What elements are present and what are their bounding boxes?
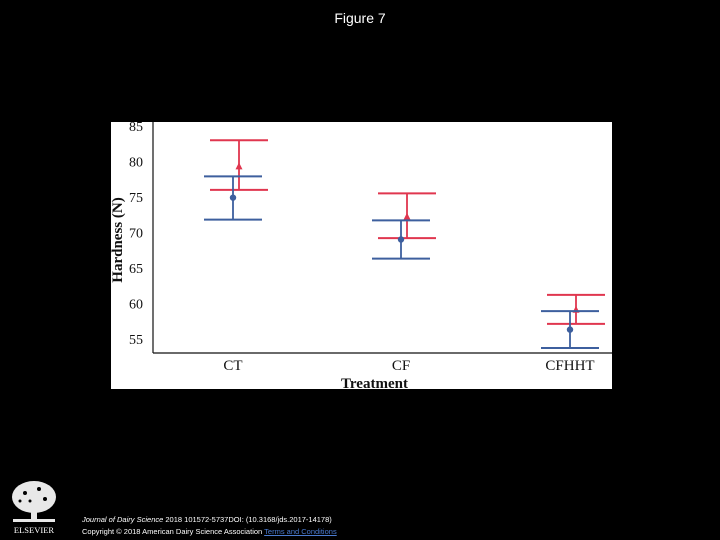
slide-title: Figure 7 [334, 10, 386, 26]
x-tick-label: CF [392, 358, 410, 374]
citation-line: Journal of Dairy Science 2018 101572-573… [82, 514, 337, 526]
x-axis-label: Treatment [341, 376, 408, 389]
y-tick-label: 55 [129, 333, 143, 348]
point-marker-circle [566, 326, 574, 333]
y-axis-label: Hardness (N) [111, 197, 126, 282]
terms-link[interactable]: Terms and Conditions [264, 527, 337, 536]
y-tick-label: 75 [129, 191, 143, 206]
y-tick-label: 65 [129, 262, 143, 277]
chart-panel: 55 60 65 70 75 80 85 Hardness (N) CT CF CFHHT Treat… [111, 122, 612, 389]
point-marker-triangle [403, 212, 411, 220]
point-marker-circle [229, 194, 237, 201]
y-tick-label: 70 [129, 226, 143, 241]
x-tick-label: CFHHT [545, 358, 594, 374]
elsevier-wordmark: ELSEVIER [14, 525, 54, 535]
citation-doi: 2018 101572-5737DOI: (10.3168/jds.2017-1… [163, 515, 332, 524]
x-tick-label: CT [223, 358, 242, 374]
hardness-chart: 55 60 65 70 75 80 85 Hardness (N) CT CF CFHHT Treat… [111, 122, 612, 389]
copyright-text: Copyright © 2018 American Dairy Science … [82, 527, 263, 536]
point-marker-triangle [235, 162, 243, 170]
y-tick-label: 80 [129, 155, 143, 170]
elsevier-logo: ELSEVIER [5, 477, 63, 537]
copyright-line: Copyright © 2018 American Dairy Science … [82, 526, 337, 538]
y-tick-label: 60 [129, 297, 143, 312]
journal-name: Journal of Dairy Science [82, 515, 164, 524]
point-marker-circle [397, 236, 405, 243]
y-tick-label: 85 [129, 122, 143, 135]
citation-block: Journal of Dairy Science 2018 101572-573… [82, 514, 337, 538]
